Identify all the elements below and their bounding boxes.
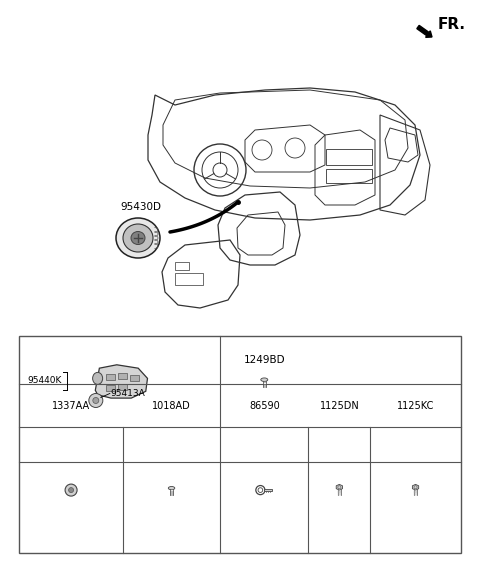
Text: 1249BD: 1249BD — [243, 355, 285, 365]
Text: 95430D: 95430D — [120, 202, 161, 212]
Text: 95440K: 95440K — [27, 376, 61, 385]
Polygon shape — [336, 484, 343, 490]
Circle shape — [69, 487, 73, 492]
Text: 86590: 86590 — [249, 401, 280, 410]
Text: 1125KC: 1125KC — [397, 401, 434, 410]
Circle shape — [65, 484, 77, 496]
Bar — [118, 373, 127, 379]
Bar — [118, 384, 127, 390]
Bar — [175, 273, 203, 285]
Bar — [130, 375, 139, 381]
Bar — [326, 169, 372, 183]
Ellipse shape — [168, 487, 175, 490]
Text: 1018AD: 1018AD — [152, 401, 191, 410]
Polygon shape — [412, 484, 419, 490]
Bar — [175, 262, 189, 270]
Ellipse shape — [261, 378, 268, 381]
Circle shape — [89, 393, 103, 408]
Bar — [326, 149, 372, 165]
Text: 1337AA: 1337AA — [52, 401, 90, 410]
Ellipse shape — [131, 231, 145, 245]
Bar — [106, 374, 115, 380]
Bar — [19, 336, 461, 553]
Text: 95413A: 95413A — [111, 389, 145, 398]
Text: 1125DN: 1125DN — [320, 401, 359, 410]
Ellipse shape — [93, 372, 103, 384]
Bar — [264, 489, 272, 491]
Ellipse shape — [116, 218, 160, 258]
Polygon shape — [96, 365, 147, 398]
Text: FR.: FR. — [438, 17, 466, 32]
Bar — [106, 385, 115, 391]
Ellipse shape — [123, 224, 153, 252]
Circle shape — [93, 397, 99, 404]
FancyArrow shape — [417, 26, 432, 38]
